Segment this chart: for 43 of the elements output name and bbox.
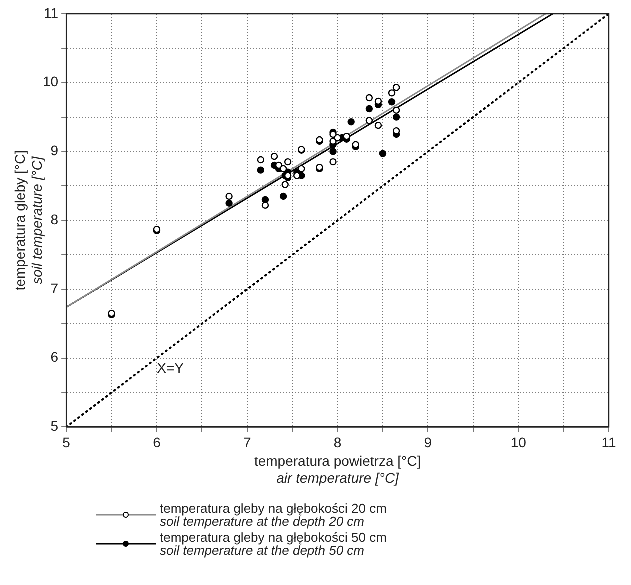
x-tick-label: 8 xyxy=(334,434,342,450)
point xyxy=(226,192,233,200)
point xyxy=(388,98,396,106)
point xyxy=(257,166,265,174)
y-tick-label: 10 xyxy=(42,74,59,90)
point xyxy=(374,122,382,130)
x-axis-title: temperatura powietrza [°C] air temperature [°C] xyxy=(254,453,422,486)
y-tick-label: 11 xyxy=(44,4,59,21)
y-tick-label: 8 xyxy=(50,211,59,228)
point xyxy=(280,192,288,200)
point xyxy=(280,165,288,173)
point xyxy=(270,152,278,160)
y-tick-label: 6 xyxy=(50,349,59,366)
point xyxy=(366,117,374,124)
point xyxy=(330,148,337,156)
point xyxy=(392,106,400,114)
y-tick-label: 7 xyxy=(50,280,59,296)
point xyxy=(282,181,289,188)
annotation: X=Y xyxy=(157,360,185,376)
point xyxy=(392,114,400,121)
point xyxy=(298,165,306,173)
point xyxy=(257,156,265,164)
point xyxy=(334,134,342,142)
point xyxy=(388,90,396,97)
y-tick-label: 9 xyxy=(50,142,59,159)
x-tick-label: 5 xyxy=(62,434,71,450)
point xyxy=(379,150,387,158)
point xyxy=(284,158,292,166)
point xyxy=(348,118,355,126)
y-tick-label: 5 xyxy=(50,418,59,434)
point xyxy=(366,94,374,102)
x-tick-label: 9 xyxy=(424,434,432,450)
x-tick-label: 10 xyxy=(510,434,527,450)
legend-label: temperatura gleby na głębokości 50 cm soil temperature at the depth 50 cm xyxy=(160,530,387,558)
y-axis-title: temperatura gleby [°C] soil temperature [°C] xyxy=(12,150,45,291)
point xyxy=(330,158,337,166)
x-tick-label: 6 xyxy=(153,434,162,450)
x-tick-label: 7 xyxy=(243,434,252,450)
point xyxy=(262,202,270,210)
x-tick-label: 11 xyxy=(602,434,616,450)
point xyxy=(352,141,360,148)
point xyxy=(226,200,233,207)
point xyxy=(366,105,374,113)
